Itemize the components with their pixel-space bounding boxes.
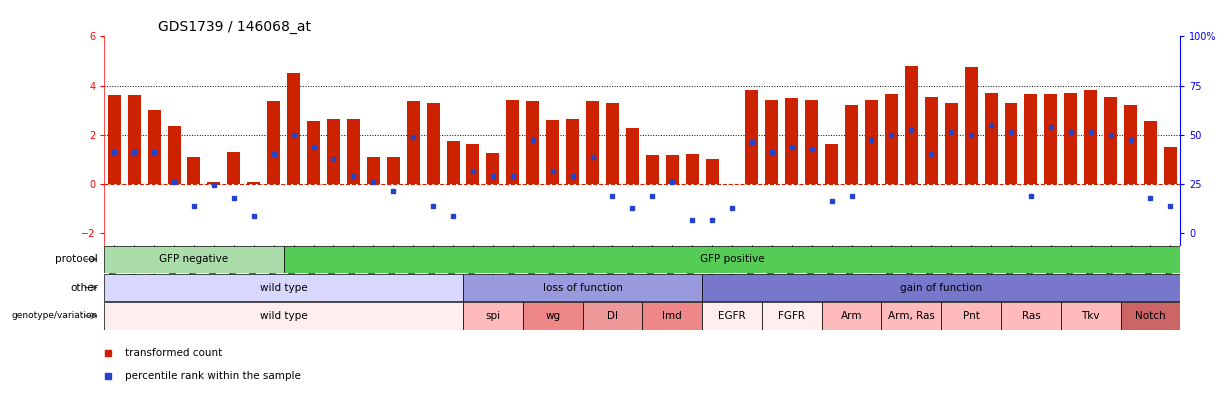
Text: GDS1739 / 146068_at: GDS1739 / 146068_at bbox=[158, 20, 312, 34]
Bar bbox=[606, 103, 618, 184]
Bar bbox=[367, 158, 380, 184]
Text: other: other bbox=[70, 283, 98, 292]
Text: loss of function: loss of function bbox=[542, 283, 622, 292]
Text: gain of function: gain of function bbox=[901, 283, 983, 292]
Bar bbox=[326, 119, 340, 184]
Bar bbox=[507, 100, 519, 184]
Bar bbox=[1064, 93, 1077, 184]
Text: GFP negative: GFP negative bbox=[160, 254, 228, 264]
Bar bbox=[984, 93, 998, 184]
Text: Ras: Ras bbox=[1022, 311, 1040, 321]
Bar bbox=[766, 100, 778, 184]
Text: wild type: wild type bbox=[260, 311, 308, 321]
Bar bbox=[168, 126, 180, 184]
Bar bbox=[686, 154, 698, 184]
Text: Arm, Ras: Arm, Ras bbox=[888, 311, 935, 321]
Bar bbox=[463, 274, 702, 301]
Bar bbox=[805, 100, 818, 184]
Bar bbox=[1104, 96, 1117, 184]
Bar bbox=[1085, 90, 1097, 184]
Bar bbox=[147, 110, 161, 184]
Bar bbox=[104, 245, 283, 273]
Text: Pnt: Pnt bbox=[963, 311, 979, 321]
Bar bbox=[104, 274, 463, 301]
Bar bbox=[387, 158, 400, 184]
Bar bbox=[1120, 302, 1180, 330]
Text: genotype/variation: genotype/variation bbox=[12, 311, 98, 320]
Bar bbox=[526, 102, 539, 184]
Bar bbox=[626, 128, 639, 184]
Bar bbox=[267, 102, 280, 184]
Bar bbox=[287, 73, 301, 184]
Bar bbox=[566, 119, 579, 184]
Bar bbox=[762, 302, 822, 330]
Bar bbox=[945, 103, 958, 184]
Bar bbox=[1005, 103, 1017, 184]
Text: wg: wg bbox=[545, 311, 561, 321]
Bar bbox=[845, 105, 858, 184]
Bar bbox=[881, 302, 941, 330]
Text: GFP positive: GFP positive bbox=[699, 254, 764, 264]
Bar bbox=[941, 302, 1001, 330]
Text: wild type: wild type bbox=[260, 283, 308, 292]
Text: transformed count: transformed count bbox=[125, 348, 222, 358]
Bar bbox=[248, 182, 260, 184]
Text: Tkv: Tkv bbox=[1081, 311, 1099, 321]
Bar bbox=[283, 245, 1180, 273]
Bar bbox=[1025, 94, 1037, 184]
Bar bbox=[466, 145, 480, 184]
Bar bbox=[546, 120, 560, 184]
Bar bbox=[925, 96, 937, 184]
Bar bbox=[1124, 105, 1137, 184]
Bar bbox=[523, 302, 583, 330]
Bar bbox=[486, 153, 499, 184]
Bar bbox=[104, 302, 463, 330]
Bar bbox=[865, 100, 879, 184]
Bar bbox=[702, 302, 762, 330]
Text: Dl: Dl bbox=[607, 311, 618, 321]
Bar bbox=[1144, 121, 1157, 184]
Bar bbox=[207, 182, 221, 184]
Bar bbox=[108, 95, 120, 184]
Bar bbox=[904, 66, 918, 184]
Text: EGFR: EGFR bbox=[718, 311, 746, 321]
Text: protocol: protocol bbox=[55, 254, 98, 264]
Bar bbox=[746, 90, 758, 184]
Bar bbox=[706, 159, 719, 184]
Bar bbox=[587, 102, 599, 184]
Bar bbox=[702, 274, 1180, 301]
Bar bbox=[463, 302, 523, 330]
Bar bbox=[307, 121, 320, 184]
Bar bbox=[227, 152, 240, 184]
Text: Notch: Notch bbox=[1135, 311, 1166, 321]
Bar bbox=[822, 302, 881, 330]
Bar bbox=[1044, 94, 1058, 184]
Bar bbox=[1164, 147, 1177, 184]
Bar bbox=[1001, 302, 1061, 330]
Bar bbox=[447, 141, 459, 184]
Bar bbox=[645, 156, 659, 184]
Text: Arm: Arm bbox=[840, 311, 863, 321]
Bar bbox=[964, 67, 978, 184]
Bar bbox=[427, 103, 439, 184]
Bar bbox=[347, 119, 360, 184]
Bar bbox=[666, 156, 679, 184]
Bar bbox=[406, 102, 420, 184]
Text: percentile rank within the sample: percentile rank within the sample bbox=[125, 371, 301, 381]
Bar bbox=[188, 158, 200, 184]
Text: Imd: Imd bbox=[663, 311, 682, 321]
Text: FGFR: FGFR bbox=[778, 311, 805, 321]
Bar bbox=[128, 95, 141, 184]
Bar bbox=[583, 302, 643, 330]
Bar bbox=[885, 94, 898, 184]
Bar bbox=[785, 98, 799, 184]
Bar bbox=[1061, 302, 1120, 330]
Text: spi: spi bbox=[486, 311, 501, 321]
Bar bbox=[826, 145, 838, 184]
Bar bbox=[643, 302, 702, 330]
